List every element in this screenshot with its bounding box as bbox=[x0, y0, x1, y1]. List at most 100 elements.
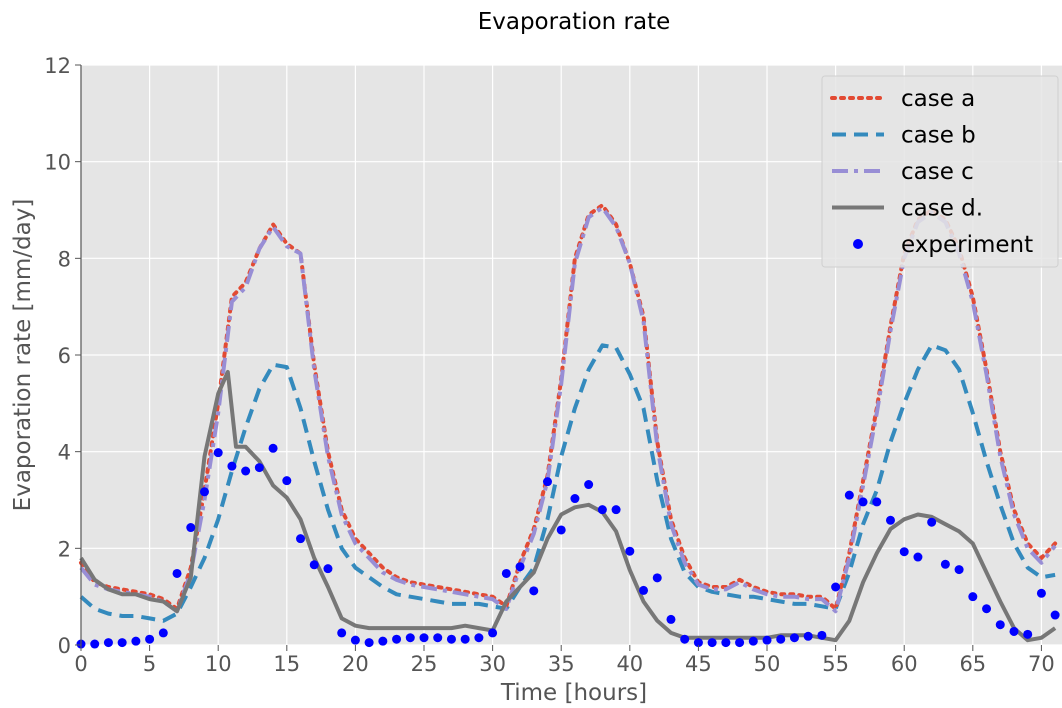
y-tick-label: 8 bbox=[58, 247, 71, 271]
experiment-point bbox=[707, 638, 717, 648]
experiment-point bbox=[584, 480, 594, 490]
x-tick-label: 60 bbox=[891, 652, 918, 676]
experiment-point bbox=[1050, 610, 1060, 620]
experiment-point bbox=[309, 560, 319, 570]
y-tick-label: 10 bbox=[44, 151, 71, 175]
experiment-point bbox=[186, 523, 196, 533]
experiment-point bbox=[639, 585, 649, 595]
x-tick-label: 35 bbox=[548, 652, 575, 676]
experiment-point bbox=[570, 494, 580, 504]
axes: 0 5 10 15 20 25 30 35 40 45 50 55 60 65 70 0 2 4 6 8 10 12 bbox=[44, 54, 1055, 676]
legend-label: experiment bbox=[901, 232, 1033, 258]
experiment-point bbox=[858, 497, 868, 507]
x-axis-title: Time [hours] bbox=[500, 680, 647, 706]
experiment-point bbox=[666, 614, 676, 624]
experiment-point bbox=[625, 546, 635, 556]
chart-title: Evaporation rate bbox=[478, 9, 671, 35]
experiment-point bbox=[529, 586, 539, 596]
experiment-point bbox=[652, 573, 662, 583]
experiment-point bbox=[913, 552, 923, 562]
experiment-point bbox=[721, 638, 731, 648]
y-tick-label: 4 bbox=[58, 441, 71, 465]
experiment-point bbox=[460, 634, 470, 644]
series-line-case-d bbox=[79, 369, 1057, 643]
x-tick-label: 45 bbox=[685, 652, 712, 676]
experiment-point bbox=[213, 448, 223, 458]
experiment-point bbox=[172, 568, 182, 578]
experiment-point bbox=[199, 487, 209, 497]
series-layer bbox=[76, 203, 1060, 649]
experiment-point bbox=[940, 559, 950, 569]
legend-box bbox=[821, 75, 1059, 268]
experiment-point bbox=[145, 634, 155, 644]
experiment-point bbox=[982, 604, 992, 614]
x-tick-label: 70 bbox=[1028, 652, 1055, 676]
experiment-point bbox=[501, 568, 511, 578]
legend-label: case c bbox=[901, 159, 974, 185]
experiment-point bbox=[1009, 626, 1019, 636]
experiment-point bbox=[350, 635, 360, 645]
legend-marker bbox=[853, 239, 863, 249]
experiment-point bbox=[488, 628, 498, 638]
series-line-case-b bbox=[79, 343, 1056, 623]
experiment-point bbox=[995, 620, 1005, 630]
experiment-point bbox=[446, 634, 456, 644]
x-tick-label: 25 bbox=[411, 652, 438, 676]
legend-label: case d. bbox=[901, 196, 983, 222]
experiment-point bbox=[968, 592, 978, 602]
experiment-point bbox=[323, 564, 333, 574]
experiment-point bbox=[227, 461, 237, 471]
experiment-point bbox=[542, 477, 552, 487]
experiment-point bbox=[392, 634, 402, 644]
experiment-point bbox=[693, 638, 703, 648]
y-axis-title: Evaporation rate [mm/day] bbox=[10, 199, 36, 512]
experiment-point bbox=[515, 562, 525, 572]
legend-label: case a bbox=[901, 86, 975, 112]
series-line-case-c bbox=[79, 205, 1057, 614]
experiment-point bbox=[1036, 588, 1046, 598]
experiment-point bbox=[776, 634, 786, 644]
x-tick-label: 50 bbox=[754, 652, 781, 676]
x-tick-label: 20 bbox=[342, 652, 369, 676]
legend-label: case b bbox=[901, 123, 976, 149]
y-tick-label: 6 bbox=[58, 344, 71, 368]
experiment-point bbox=[735, 638, 745, 648]
experiment-point bbox=[131, 636, 141, 646]
experiment-point bbox=[748, 636, 758, 646]
experiment-point bbox=[597, 505, 607, 515]
y-tick-label: 0 bbox=[58, 634, 71, 658]
x-tick-label: 65 bbox=[959, 652, 986, 676]
experiment-point bbox=[817, 630, 827, 640]
experiment-point bbox=[872, 497, 882, 507]
experiment-point bbox=[680, 634, 690, 644]
experiment-point bbox=[433, 633, 443, 643]
y-tick-label: 2 bbox=[58, 537, 71, 561]
experiment-point bbox=[831, 582, 841, 592]
legend: case a case b case c case d. experiment bbox=[821, 75, 1059, 268]
experiment-point bbox=[556, 525, 566, 535]
x-tick-label: 15 bbox=[273, 652, 300, 676]
experiment-point bbox=[254, 463, 264, 473]
series-experiment bbox=[76, 443, 1060, 649]
experiment-point bbox=[885, 515, 895, 525]
experiment-point bbox=[117, 638, 127, 648]
experiment-point bbox=[611, 505, 621, 515]
experiment-point bbox=[337, 628, 347, 638]
experiment-point bbox=[90, 639, 100, 649]
experiment-point bbox=[899, 547, 909, 557]
experiment-point bbox=[158, 628, 168, 638]
experiment-point bbox=[762, 635, 772, 645]
experiment-point bbox=[268, 443, 278, 453]
experiment-point bbox=[378, 636, 388, 646]
y-tick-label: 12 bbox=[44, 54, 71, 78]
experiment-point bbox=[1023, 629, 1033, 639]
x-tick-label: 40 bbox=[616, 652, 643, 676]
experiment-point bbox=[405, 633, 415, 643]
experiment-point bbox=[296, 534, 306, 544]
experiment-point bbox=[241, 466, 251, 476]
x-tick-label: 30 bbox=[479, 652, 506, 676]
experiment-point bbox=[419, 633, 429, 643]
experiment-point bbox=[103, 638, 113, 648]
x-tick-label: 10 bbox=[205, 652, 232, 676]
x-tick-label: 55 bbox=[822, 652, 849, 676]
